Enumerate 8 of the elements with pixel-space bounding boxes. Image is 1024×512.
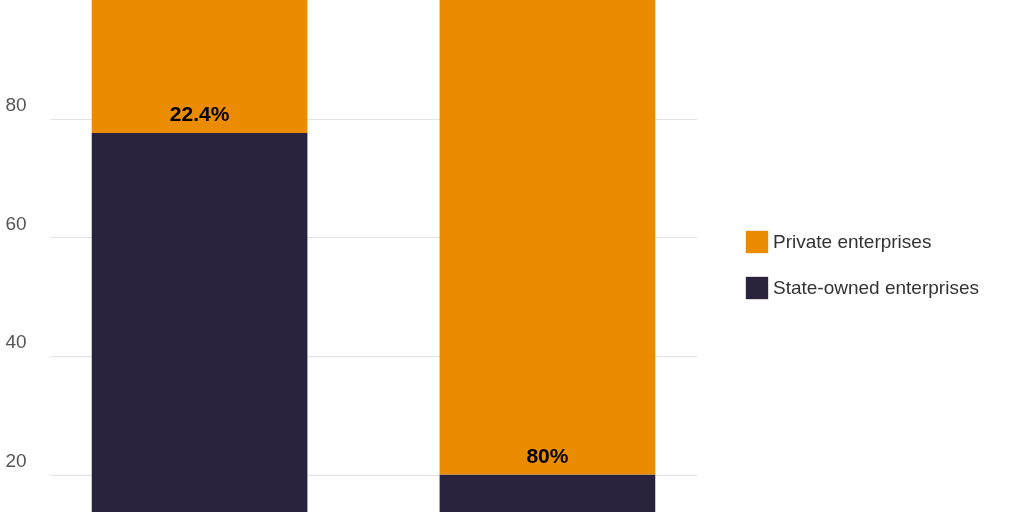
legend-label: State-owned enterprises <box>773 277 979 298</box>
data-label: 80% <box>526 443 569 467</box>
legend-label: Private enterprises <box>773 231 932 252</box>
y-tick-label: 40 <box>5 331 27 353</box>
y-tick-label: 20 <box>5 450 27 472</box>
y-tick-label: 80 <box>5 94 27 116</box>
y-tick-label: 60 <box>5 212 27 234</box>
data-label: 22.4% <box>169 101 230 125</box>
